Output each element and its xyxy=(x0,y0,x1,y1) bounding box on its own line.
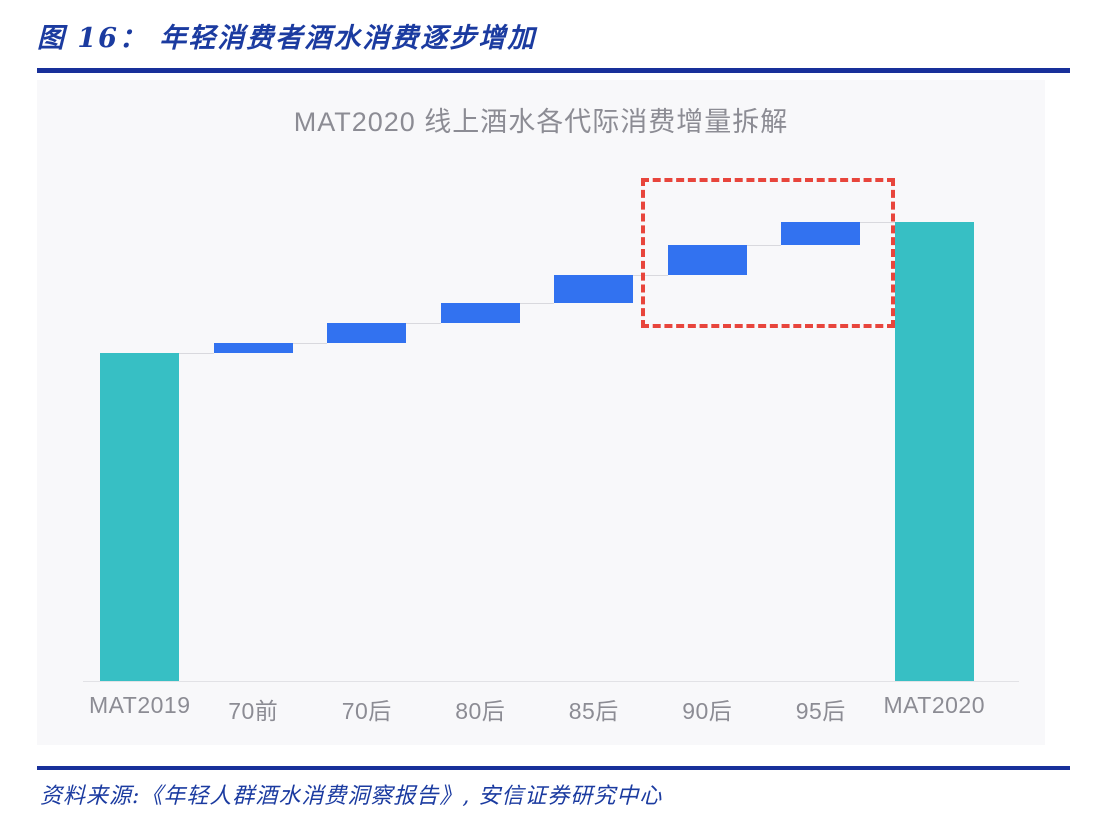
x-axis-label-90后: 90后 xyxy=(682,698,733,724)
x-axis-label-MAT2019: MAT2019 xyxy=(88,692,191,718)
bar-90后 xyxy=(667,245,747,276)
x-axis-label-80后: 80后 xyxy=(455,698,506,724)
bar-85后 xyxy=(554,275,634,304)
chart-panel: MAT2020 线上酒水各代际消费增量拆解 MAT2019 70前 70后 80后 85… xyxy=(37,80,1045,745)
x-axis-label-70后: 70后 xyxy=(341,698,392,724)
connector-line xyxy=(406,323,441,325)
waterfall-plot: MAT2019 70前 70后 80后 85后 90后 95后 MAT2020 xyxy=(37,80,1045,745)
connector-line xyxy=(633,275,668,277)
bar-70前 xyxy=(213,343,293,353)
connector-line xyxy=(179,353,214,354)
x-axis-label-MAT2020: MAT2020 xyxy=(883,692,985,718)
bar-80后 xyxy=(440,303,520,324)
connector-line xyxy=(292,343,328,345)
footer-divider-rule xyxy=(37,766,1070,770)
title-divider-rule xyxy=(37,68,1070,73)
connector-line xyxy=(860,222,895,224)
bar-MAT2019 xyxy=(100,353,180,681)
x-axis-label-85后: 85后 xyxy=(568,698,619,724)
chart-title: MAT2020 线上酒水各代际消费增量拆解 xyxy=(293,107,789,137)
x-axis-label-70前: 70前 xyxy=(228,698,279,724)
bar-70后 xyxy=(327,323,407,344)
x-axis-label-95后: 95后 xyxy=(795,698,846,724)
highlight-dashed-box xyxy=(640,178,895,329)
x-axis-baseline xyxy=(83,681,1019,682)
connector-line xyxy=(746,245,782,247)
source-note: 资料来源:《年轻人群酒水消费洞察报告》, 安信证券研究中心 xyxy=(40,784,663,809)
figure-heading: 图 16： 年轻消费者酒水消费逐步增加 xyxy=(37,23,537,54)
connector-line xyxy=(519,303,555,305)
bar-95后 xyxy=(781,222,861,246)
bar-MAT2020 xyxy=(894,222,974,681)
